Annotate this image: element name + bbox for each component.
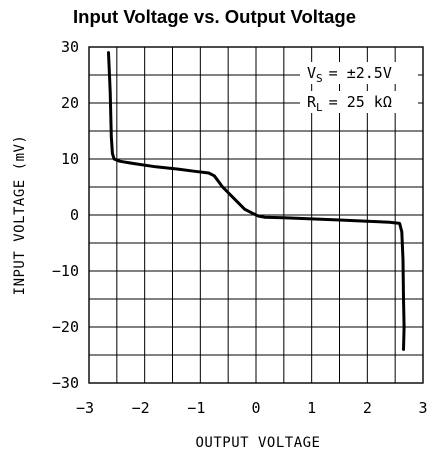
x-tick-label: −3 (76, 399, 94, 417)
legend2-value: = 25 kΩ (329, 93, 392, 111)
x-tick-label: −2 (132, 399, 150, 417)
y-tick-label: −10 (52, 262, 79, 280)
x-tick-label: −1 (187, 399, 205, 417)
legend1-value: = ±2.5V (329, 64, 392, 82)
x-tick-labels: −3 −2 −1 0 1 2 3 (76, 399, 428, 417)
legend-background-2 (300, 91, 418, 113)
y-tick-label: −20 (52, 318, 79, 336)
y-tick-label: 30 (61, 38, 79, 56)
grid-lines (89, 47, 423, 383)
y-tick-label: 0 (70, 206, 79, 224)
y-tick-label: 10 (61, 150, 79, 168)
legend2-sub: L (316, 101, 323, 114)
legend-load-resistance: RL = 25 kΩ (307, 93, 392, 114)
y-tick-label: 20 (61, 94, 79, 112)
plot-frame (88, 46, 424, 384)
x-axis-label: OUTPUT VOLTAGE (195, 435, 320, 451)
legend1-sub: S (316, 72, 323, 85)
legend-supply-voltage: VS = ±2.5V (307, 64, 392, 85)
legend2-symbol: R (307, 93, 317, 111)
chart-title: Input Voltage vs. Output Voltage (73, 6, 356, 27)
legend1-symbol: V (307, 64, 316, 82)
x-tick-label: 1 (307, 399, 316, 417)
y-tick-labels: 30 20 10 0 −10 −20 −30 (52, 38, 79, 392)
series-line (107, 51, 406, 351)
x-tick-label: 0 (251, 399, 260, 417)
x-tick-label: 3 (418, 399, 427, 417)
legend-background-1 (300, 62, 418, 84)
y-axis-label: INPUT VOLTAGE (mV) (12, 135, 28, 296)
x-tick-label: 2 (363, 399, 372, 417)
y-tick-label: −30 (52, 374, 79, 392)
